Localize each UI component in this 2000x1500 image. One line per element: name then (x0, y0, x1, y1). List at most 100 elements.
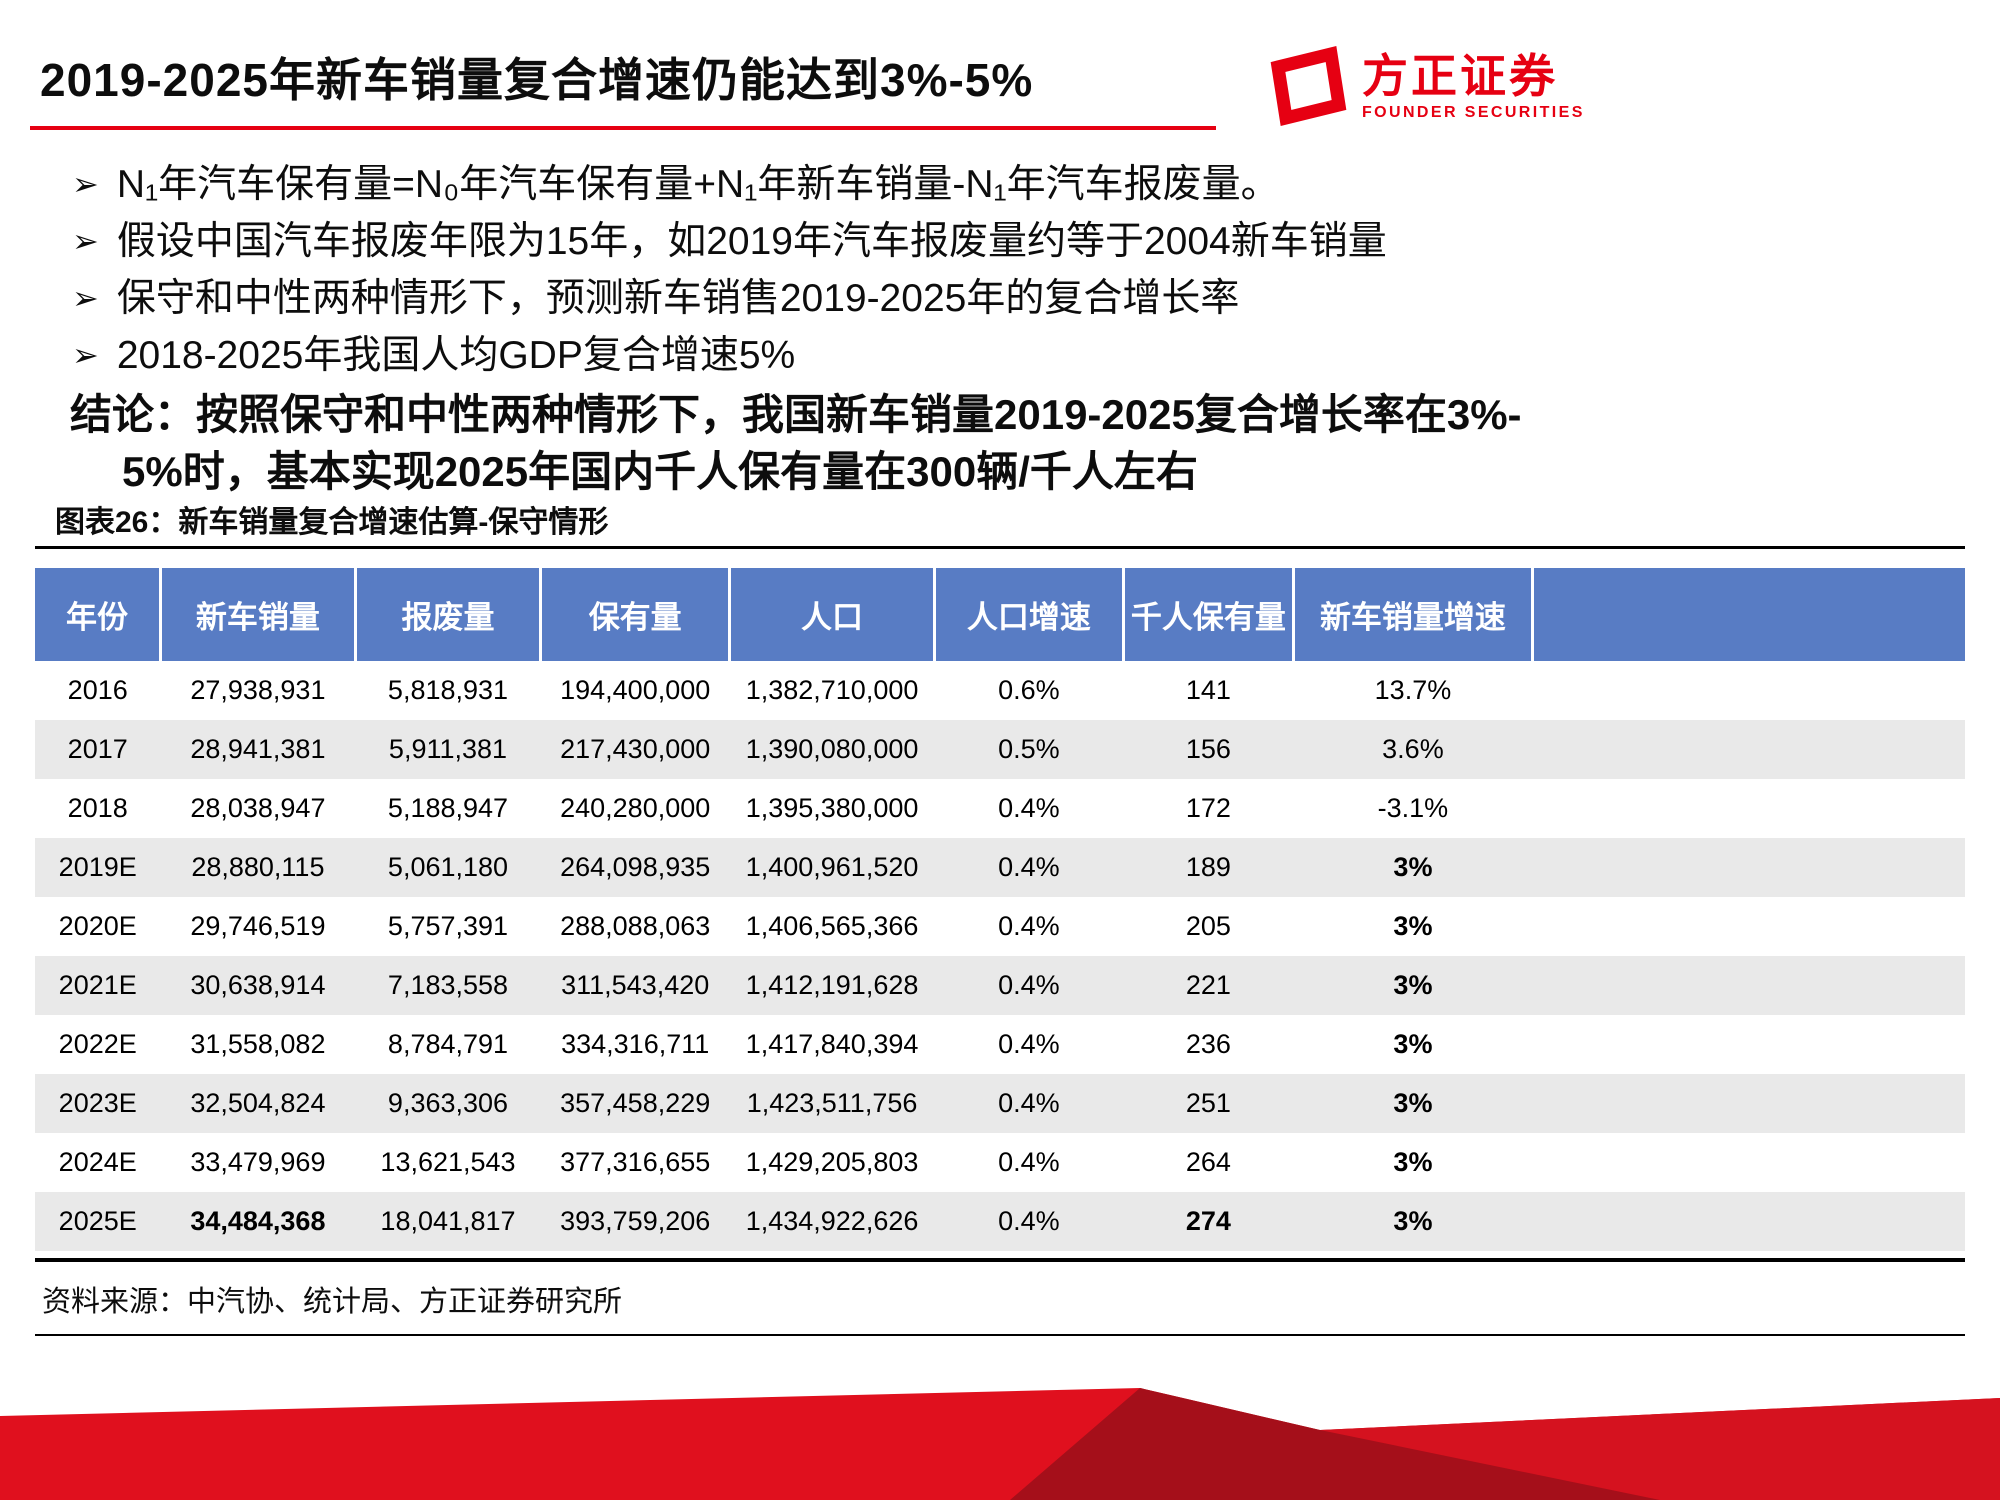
table-cell: 2018 (67, 793, 128, 823)
column-header: 保有量 (539, 568, 730, 661)
table-row: 2016 27,938,931 5,818,931 194,400,000 1,382,… (35, 661, 1965, 720)
table-cell: 13,621,543 (380, 1147, 516, 1177)
source-note: 资料来源：中汽协、统计局、方正证券研究所 (42, 1286, 623, 1318)
bullet-text: 2018-2025年我国人均GDP复合增速5% (116, 334, 796, 377)
logo-name-cn: 方正证券 (1362, 49, 1558, 102)
table-cell: 194,400,000 (560, 675, 711, 705)
table-cell: 18,041,817 (380, 1206, 516, 1236)
table-cell (1533, 1133, 1965, 1192)
table-row: 2023E 32,504,824 9,363,306 357,458,229 1,423… (35, 1074, 1965, 1133)
table-cell: 28,038,947 (190, 793, 326, 823)
table-cell: 274 (1185, 1206, 1231, 1236)
table-cell: 28,941,381 (190, 734, 326, 764)
table-row: 2017 28,941,381 5,911,381 217,430,000 1,390,… (35, 720, 1965, 779)
table-cell: 240,280,000 (560, 793, 711, 823)
bullet-arrow-icon: ➢ (72, 223, 99, 259)
logo: 方正证券 FOUNDER SECURITIES (1268, 46, 1585, 126)
table-cell: 0.4% (998, 1088, 1060, 1118)
column-header: 千人保有量 (1121, 568, 1294, 661)
table-cell: 3% (1393, 970, 1433, 1000)
conclusion: 结论：按照保守和中性两种情形下，我国新车销量2019-2025复合增长率在3%-… (70, 386, 1522, 500)
banner-graphic (0, 1388, 2000, 1500)
table-cell: 5,911,381 (388, 734, 508, 764)
table-row: 2021E 30,638,914 7,183,558 311,543,420 1,412… (35, 956, 1965, 1015)
bottom-banner (0, 1388, 2000, 1500)
table-cell: 8,784,791 (387, 1029, 509, 1059)
table-cell (1533, 897, 1965, 956)
table-cell: 7,183,558 (387, 970, 509, 1000)
table-cell: -3.1% (1377, 793, 1449, 823)
table-cell: 31,558,082 (190, 1029, 326, 1059)
bullet-text: 保守和中性两种情形下，预测新车销售2019-2025年的复合增长率 (116, 277, 1240, 320)
founder-logo-icon (1270, 46, 1347, 126)
table-cell: 32,504,824 (190, 1088, 326, 1118)
table-cell: 393,759,206 (560, 1206, 711, 1236)
table-cell: 264,098,935 (560, 852, 711, 882)
table-cell (1533, 1192, 1965, 1251)
table-row: 2018 28,038,947 5,188,947 240,280,000 1,395,… (35, 779, 1965, 838)
table-cell: 3% (1393, 852, 1433, 882)
table-cell: 0.4% (998, 1029, 1060, 1059)
table-header-row: 年份 新车销量 报废量 保有量 人口 人口增速 千人保有量 新车销量增速 (35, 568, 1965, 661)
bullet-text: 假设中国汽车报废年限为15年，如2019年汽车报废量约等于2004新车销量 (116, 220, 1387, 263)
title-underline (30, 126, 1216, 130)
table-cell: 2025E (58, 1206, 137, 1236)
table-cell: 334,316,711 (561, 1029, 710, 1059)
table-cell: 0.4% (998, 1147, 1060, 1177)
bullet-item: ➢ 保守和中性两种情形下，预测新车销售2019-2025年的复合增长率 (72, 270, 1952, 327)
source-divider-bottom (35, 1334, 1965, 1336)
table-cell: 377,316,655 (560, 1147, 711, 1177)
table-cell: 27,938,931 (190, 675, 326, 705)
table-cell: 0.5% (998, 734, 1060, 764)
logo-name-en: FOUNDER SECURITIES (1362, 103, 1585, 121)
table-cell: 0.4% (998, 852, 1060, 882)
column-header: 报废量 (353, 568, 541, 661)
table-cell: 357,458,229 (560, 1088, 711, 1118)
table-row: 2024E 33,479,969 13,621,543 377,316,655 1,42… (35, 1133, 1965, 1192)
table-cell: 1,400,961,520 (745, 852, 919, 882)
table-cell: 0.4% (998, 970, 1060, 1000)
table-cell: 29,746,519 (190, 911, 326, 941)
table-cell: 0.4% (998, 1206, 1060, 1236)
table-cell: 5,188,947 (387, 793, 509, 823)
table-cell: 189 (1185, 852, 1231, 882)
table-cell: 288,088,063 (560, 911, 711, 941)
table-row: 2020E 29,746,519 5,757,391 288,088,063 1,406… (35, 897, 1965, 956)
table-cell: 2022E (58, 1029, 137, 1059)
source-divider-top (35, 1258, 1965, 1262)
table-cell (1533, 838, 1965, 897)
column-header: 新车销量 (158, 568, 356, 661)
column-header (1531, 568, 1965, 661)
table-cell (1533, 1015, 1965, 1074)
table-cell: 3% (1393, 1029, 1433, 1059)
table-cell: 5,818,931 (387, 675, 509, 705)
table-cell: 1,423,511,756 (746, 1088, 918, 1118)
table-cell: 236 (1185, 1029, 1231, 1059)
table-cell: 205 (1185, 911, 1231, 941)
table-cell: 2024E (58, 1147, 137, 1177)
table-cell: 1,417,840,394 (745, 1029, 919, 1059)
figure-caption: 图表26：新车销量复合增速估算-保守情形 (55, 506, 609, 539)
table-cell: 30,638,914 (190, 970, 326, 1000)
table-cell: 2021E (58, 970, 137, 1000)
table-cell: 0.6% (998, 675, 1060, 705)
table-cell: 2019E (58, 852, 137, 882)
table-body: 2016 27,938,931 5,818,931 194,400,000 1,382,… (35, 661, 1965, 1251)
bullet-list: ➢ N₁年汽车保有量=N₀年汽车保有量+N₁年新车销量-N₁年汽车报废量。 ➢ 假设中… (72, 156, 1952, 384)
table-cell: 3% (1393, 1147, 1433, 1177)
bullet-item: ➢ 2018-2025年我国人均GDP复合增速5% (72, 327, 1952, 384)
table-cell: 264 (1185, 1147, 1231, 1177)
bullet-arrow-icon: ➢ (72, 166, 99, 202)
bullet-text: N₁年汽车保有量=N₀年汽车保有量+N₁年新车销量-N₁年汽车报废量。 (116, 163, 1280, 206)
table-cell: 156 (1185, 734, 1231, 764)
bullet-item: ➢ N₁年汽车保有量=N₀年汽车保有量+N₁年新车销量-N₁年汽车报废量。 (72, 156, 1952, 213)
table-cell (1533, 720, 1965, 779)
table-row: 2022E 31,558,082 8,784,791 334,316,711 1,417… (35, 1015, 1965, 1074)
table-cell: 1,395,380,000 (745, 793, 919, 823)
table-cell: 2016 (67, 675, 128, 705)
column-header: 人口 (728, 568, 935, 661)
table-cell: 1,390,080,000 (745, 734, 919, 764)
table-cell: 221 (1185, 970, 1231, 1000)
logo-text: 方正证券 FOUNDER SECURITIES (1362, 51, 1585, 122)
